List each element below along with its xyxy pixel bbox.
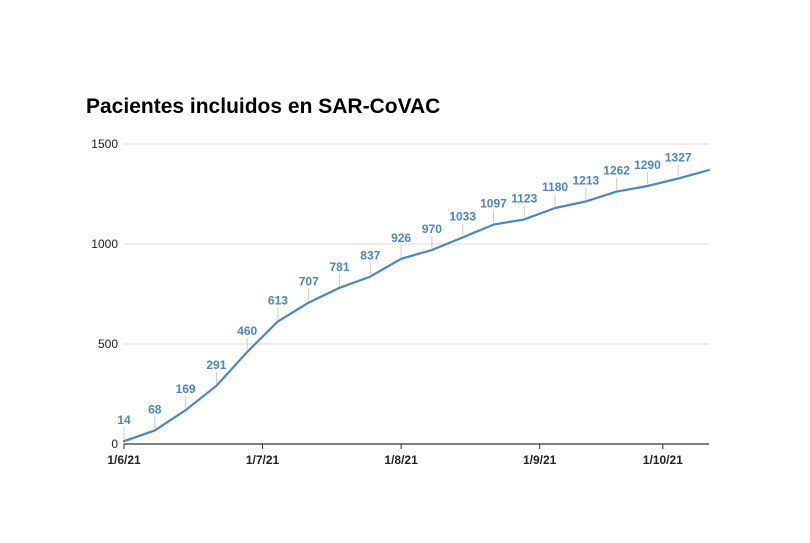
data-label-1327: 1327 — [665, 151, 692, 165]
data-label-1180: 1180 — [542, 180, 568, 194]
data-label-707: 707 — [299, 275, 319, 289]
data-label-1290: 1290 — [634, 158, 661, 172]
data-label-1033: 1033 — [449, 209, 476, 223]
data-label-837: 837 — [360, 249, 380, 263]
data-label-14: 14 — [117, 413, 131, 427]
data-label-1097: 1097 — [480, 197, 507, 211]
data-label-291: 291 — [206, 358, 226, 372]
x-tick-label: 1/6/21 — [107, 453, 141, 467]
axes: 0 500 1000 1500 1/6/21 1/7/21 1/8/21 1/9/21 1/10… — [91, 137, 709, 467]
y-tick-label-500: 500 — [98, 337, 118, 351]
data-label-1213: 1213 — [572, 173, 599, 187]
data-label-926: 926 — [391, 231, 411, 245]
x-tick-label: 1/9/21 — [523, 453, 557, 467]
chart-title: Pacientes incluidos en SAR-CoVAC — [86, 95, 441, 118]
data-label-1262: 1262 — [603, 164, 630, 178]
gridlines — [124, 143, 709, 345]
data-label-68: 68 — [148, 402, 162, 416]
data-label-781: 781 — [330, 260, 350, 274]
data-label-460: 460 — [237, 324, 257, 338]
data-label-1123: 1123 — [511, 191, 537, 205]
data-labels: 14 68 169 291 460 613 707 781 837 926 970 1033 1097 1… — [117, 151, 692, 440]
series-polyline — [122, 168, 711, 443]
y-tick-label-1500: 1500 — [91, 137, 118, 151]
series-line — [122, 168, 711, 443]
data-label-613: 613 — [268, 293, 288, 307]
x-tick-label: 1/10/21 — [643, 453, 683, 467]
data-label-970: 970 — [422, 222, 442, 236]
y-tick-label-1000: 1000 — [91, 237, 118, 251]
x-tick-label: 1/7/21 — [246, 453, 280, 467]
data-label-169: 169 — [176, 382, 196, 396]
y-tick-label-0: 0 — [111, 437, 118, 451]
x-tick-label: 1/8/21 — [384, 453, 418, 467]
